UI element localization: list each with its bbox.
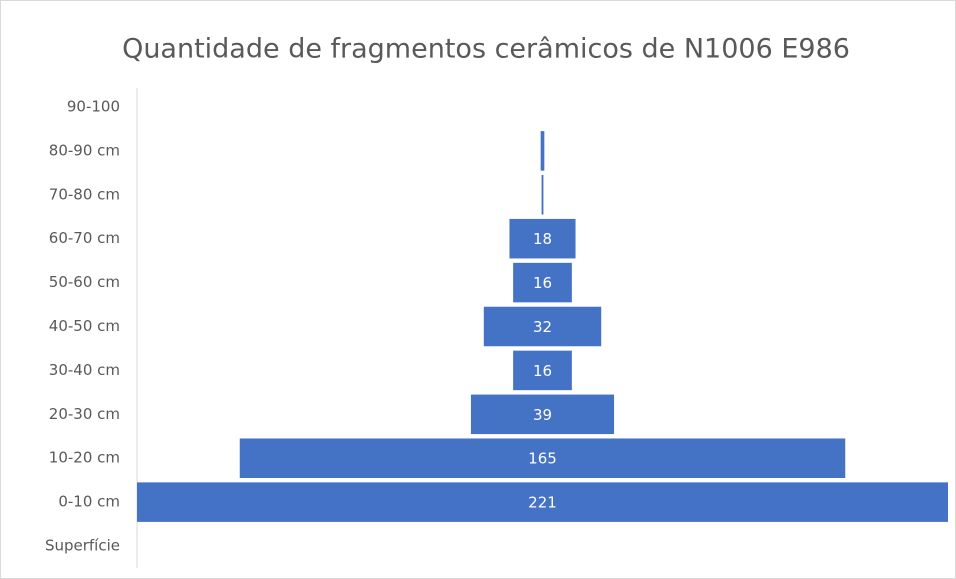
data-label: 18 — [533, 230, 552, 248]
bar — [513, 262, 572, 303]
bar — [541, 175, 544, 215]
y-tick-label: 20-30 cm — [49, 405, 120, 423]
y-tick-label: 40-50 cm — [49, 317, 120, 335]
y-tick-label: 80-90 cm — [49, 141, 120, 159]
y-tick-label: 70-80 cm — [49, 185, 120, 203]
bar — [239, 438, 846, 478]
bar — [137, 482, 948, 522]
bar — [540, 131, 545, 171]
chart-title: Quantidade de fragmentos cerâmicos de N1… — [122, 34, 850, 65]
bar — [509, 218, 576, 259]
bar — [483, 306, 602, 347]
data-label: 221 — [528, 494, 557, 512]
data-label: 165 — [528, 450, 557, 468]
bar — [513, 350, 572, 391]
y-tick-label: 30-40 cm — [49, 361, 120, 379]
y-tick-label: 10-20 cm — [49, 449, 120, 467]
bar — [470, 394, 615, 435]
data-label: 16 — [533, 362, 552, 380]
data-label: 32 — [533, 318, 552, 336]
y-tick-label: Superfície — [45, 537, 120, 555]
y-tick-label: 60-70 cm — [49, 229, 120, 247]
y-tick-label: 0-10 cm — [58, 493, 120, 511]
data-label: 39 — [533, 406, 552, 424]
data-label: 16 — [533, 274, 552, 292]
y-tick-label: 50-60 cm — [49, 273, 120, 291]
y-tick-label: 90-100 — [67, 97, 120, 115]
